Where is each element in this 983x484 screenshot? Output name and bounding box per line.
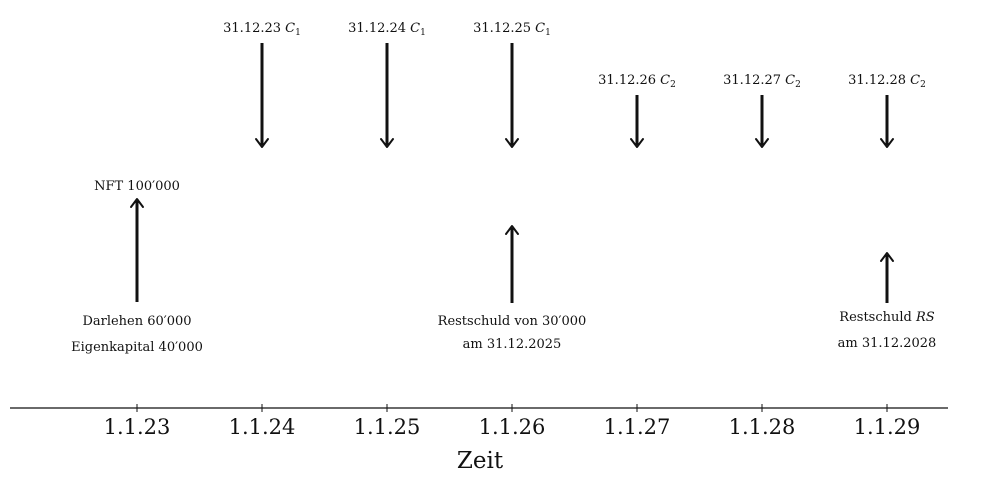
- payment-label: 31.12.23 C1: [223, 21, 301, 38]
- axis-tick-label: 1.1.23: [104, 415, 171, 439]
- inflow-bottom-label: am 31.12.2028: [838, 336, 937, 351]
- payment-arrow-down-head: [630, 138, 644, 148]
- payment-arrow-down-head: [380, 138, 394, 148]
- payment-arrow-down-head: [255, 138, 269, 148]
- inflow-bottom-label: Darlehen 60′000: [82, 314, 191, 329]
- payment-label: 31.12.27 C2: [723, 73, 801, 90]
- inflow-bottom-label: Restschuld von 30′000: [438, 314, 587, 329]
- axis-tick-label: 1.1.26: [479, 415, 546, 439]
- inflow-arrow-up-head: [505, 225, 519, 235]
- payment-arrow-down-head: [880, 138, 894, 148]
- payment-arrow-down-head: [505, 138, 519, 148]
- axis-tick-label: 1.1.27: [604, 415, 671, 439]
- payment-label: 31.12.26 C2: [598, 73, 676, 90]
- inflow-top-label: NFT 100′000: [94, 179, 180, 194]
- axis-tick-label: 1.1.28: [729, 415, 796, 439]
- payment-label: 31.12.25 C1: [473, 21, 551, 38]
- inflow-arrow-up-head: [130, 198, 144, 208]
- axis-tick-label: 1.1.29: [854, 415, 921, 439]
- inflow-arrow-up-head: [880, 252, 894, 262]
- payment-label: 31.12.28 C2: [848, 73, 926, 90]
- payment-arrow-down-head: [755, 138, 769, 148]
- payment-label: 31.12.24 C1: [348, 21, 426, 38]
- inflow-bottom-label: am 31.12.2025: [463, 337, 562, 352]
- axis-tick-label: 1.1.24: [229, 415, 296, 439]
- axis-title: Zeit: [457, 448, 504, 474]
- inflow-bottom-label: Eigenkapital 40′000: [71, 340, 203, 355]
- inflow-bottom-label: Restschuld RS: [839, 310, 934, 325]
- axis-tick-label: 1.1.25: [354, 415, 421, 439]
